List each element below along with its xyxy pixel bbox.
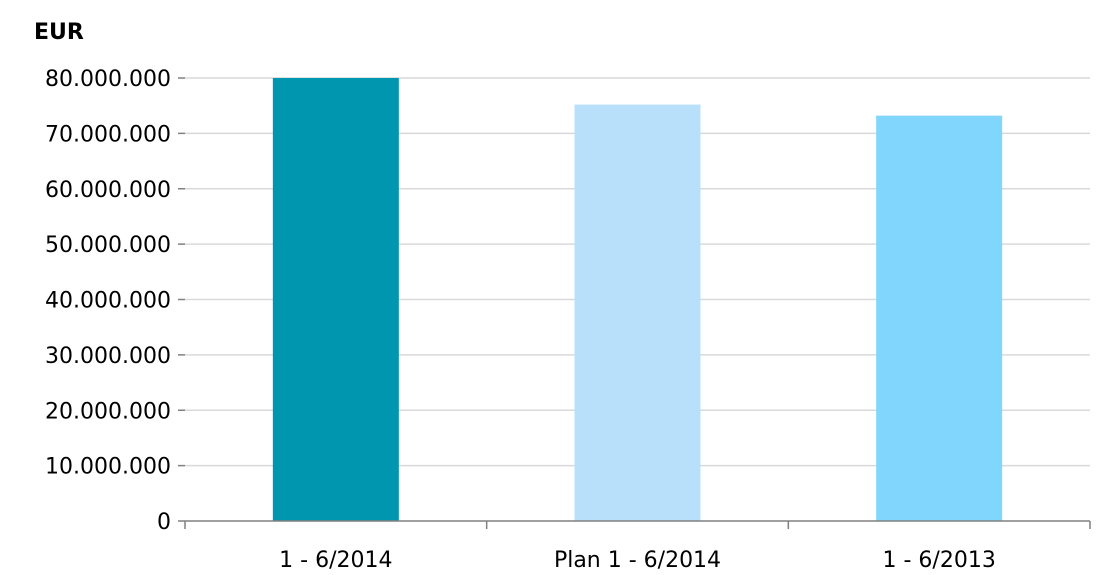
y-tick-label: 50.000.000	[45, 233, 171, 258]
x-axis	[184, 520, 1091, 529]
y-tick-label: 0	[157, 510, 171, 535]
y-tick-label: 40.000.000	[45, 289, 171, 314]
bar-2	[574, 104, 701, 521]
y-tick-label: 70.000.000	[45, 122, 171, 147]
bar-1	[272, 78, 399, 521]
y-tick-label: 30.000.000	[45, 344, 171, 369]
y-tick-label: 10.000.000	[45, 455, 171, 480]
y-tick-label: 60.000.000	[45, 178, 171, 203]
bars	[272, 78, 1003, 521]
y-axis-ticks: 0 10.000.000 20.000.000 30.000.000 40.000.00…	[45, 67, 185, 535]
bar-3	[876, 115, 1003, 521]
y-unit-label: EUR	[34, 20, 84, 45]
x-category-label: Plan 1 - 6/2014	[554, 548, 721, 573]
x-category-label: 1 - 6/2014	[279, 548, 392, 573]
x-category-label: 1 - 6/2013	[883, 548, 996, 573]
y-tick-label: 80.000.000	[45, 67, 171, 92]
y-tick-label: 20.000.000	[45, 399, 171, 424]
x-axis-labels: 1 - 6/2014 Plan 1 - 6/2014 1 - 6/2013	[279, 548, 996, 573]
